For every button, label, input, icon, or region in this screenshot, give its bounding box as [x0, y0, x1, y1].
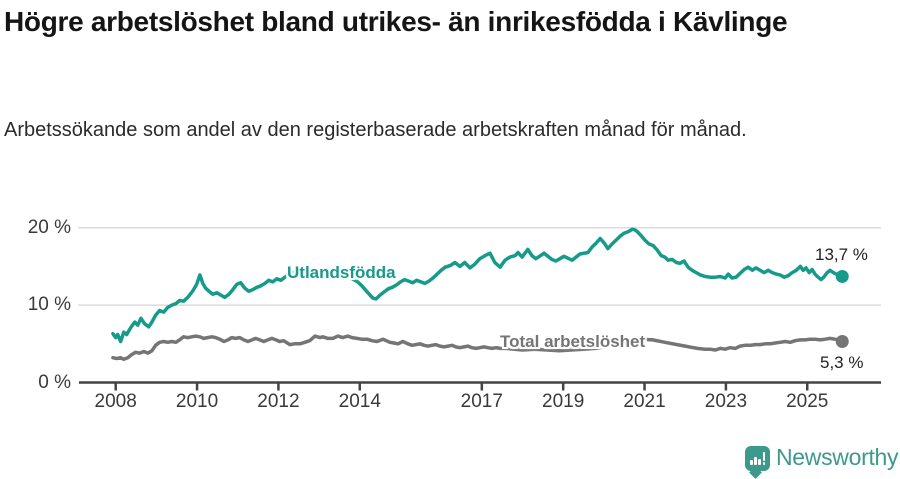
end-value-label-utlandsfodda: 13,7 % — [815, 245, 868, 264]
speech-bubble-tail — [749, 466, 762, 479]
logo-bar-1 — [750, 460, 753, 465]
series-line-total-arbetsl-shet — [111, 334, 844, 362]
x-axis-label-2025: 2025 — [786, 391, 829, 412]
y-axis-label-20: 20 % — [27, 216, 71, 238]
logo-bar-3 — [758, 458, 761, 465]
x-axis-label-2017: 2017 — [460, 391, 503, 412]
x-axis-label-2008: 2008 — [94, 391, 137, 412]
series-label-utlandsfodda: Utlandsfödda — [287, 263, 396, 282]
page-subtitle: Arbetssökande som andel av den registerb… — [4, 119, 747, 141]
x-axis-label-2012: 2012 — [257, 391, 300, 412]
series-line-utlandsf-dda — [111, 227, 844, 344]
series-end-dot-total-arbetsl-shet — [835, 334, 849, 348]
y-axis-label-10: 10 % — [27, 294, 71, 316]
x-axis-label-2010: 2010 — [175, 391, 219, 412]
x-axis-label-2023: 2023 — [704, 391, 748, 412]
x-axis-label-2014: 2014 — [338, 391, 381, 412]
end-value-label-total-arbetsloshet: 5,3 % — [820, 353, 864, 372]
newsworthy-logo: Newsworthy — [745, 443, 899, 479]
logo-exclamation-stem — [762, 452, 766, 461]
y-axis-label-0: 0 % — [38, 371, 71, 393]
newsworthy-wordmark: Newsworthy — [776, 444, 899, 470]
series-label-total-arbetsloshet: Total arbetslöshet — [500, 332, 646, 351]
logo-bar-2 — [754, 456, 757, 465]
logo-exclamation-dot — [762, 462, 766, 465]
series-end-dot-utlandsf-dda — [835, 269, 849, 283]
x-axis-label-2019: 2019 — [542, 391, 585, 412]
page-title: Högre arbetslöshet bland utrikes- än inr… — [4, 6, 788, 37]
x-axis-label-2021: 2021 — [623, 391, 666, 412]
bar-chart-speech-bubble-icon — [745, 446, 770, 479]
